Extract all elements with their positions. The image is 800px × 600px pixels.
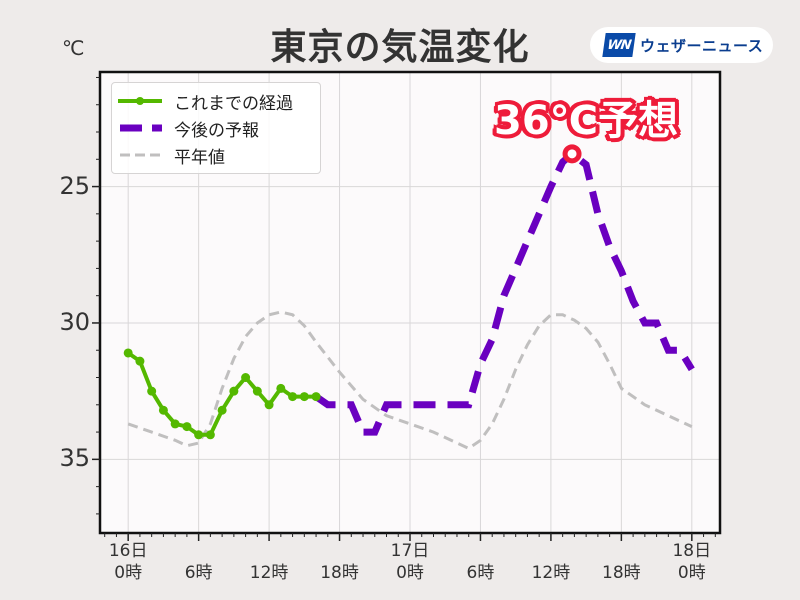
observed-point — [205, 430, 215, 440]
observed-point — [311, 392, 321, 402]
legend-swatch-observed — [118, 97, 162, 105]
x-tick-label: 12時 — [249, 563, 289, 583]
observed-point — [182, 422, 192, 432]
observed-point — [299, 392, 309, 402]
y-tick-label: 30 — [59, 307, 90, 336]
observed-point — [264, 400, 274, 410]
y-tick-label: 25 — [59, 171, 90, 200]
x-tick-label: 18日 0時 — [672, 541, 712, 583]
x-tick-label: 18時 — [320, 563, 359, 583]
x-tick-label: 16日 0時 — [108, 541, 148, 583]
series-lines — [123, 149, 695, 451]
legend-swatch-forecast — [120, 124, 162, 132]
x-tick-label: 18時 — [602, 563, 641, 583]
legend-item-normal: 平年値 — [112, 143, 225, 168]
normal-line — [127, 310, 693, 451]
observed-point — [217, 405, 227, 415]
observed-point — [194, 430, 204, 440]
forecast-line — [314, 149, 695, 436]
peak-circle-icon — [562, 144, 582, 164]
legend-swatch-normal — [120, 153, 162, 157]
legend-label: 今後の予報 — [174, 120, 259, 141]
observed-point — [147, 386, 157, 396]
observed-point — [229, 386, 239, 396]
observed-point — [158, 405, 168, 415]
legend-label: これまでの経過 — [174, 93, 293, 114]
legend-item-observed: これまでの経過 — [112, 89, 293, 114]
observed-point — [276, 383, 286, 393]
chart-title: 東京の気温変化 — [270, 27, 530, 68]
observed-point — [241, 373, 251, 383]
y-tick-label: 35 — [59, 444, 90, 473]
x-tick-label: 6時 — [184, 563, 213, 583]
observed-point — [170, 419, 180, 429]
legend: これまでの経過 今後の予報 平年値 — [111, 82, 321, 174]
legend-label: 平年値 — [174, 147, 225, 168]
axis-ticks — [92, 76, 716, 541]
peak-annotation: 36℃予想 — [494, 98, 679, 144]
x-tick-label: 6時 — [466, 563, 495, 583]
y-axis-unit: ℃ — [62, 36, 85, 60]
x-tick-label: 17日 0時 — [390, 541, 430, 583]
legend-item-forecast: 今後の予報 — [112, 116, 259, 141]
observed-point — [123, 348, 133, 358]
observed-point — [252, 386, 262, 396]
weathernews-logo: WN ウェザーニュース — [590, 27, 773, 63]
x-tick-label: 12時 — [531, 563, 571, 583]
observed-point — [135, 356, 145, 366]
peak-marker — [562, 144, 582, 164]
observed-point — [288, 392, 298, 402]
logo-text: ウェザーニュース — [640, 36, 764, 55]
